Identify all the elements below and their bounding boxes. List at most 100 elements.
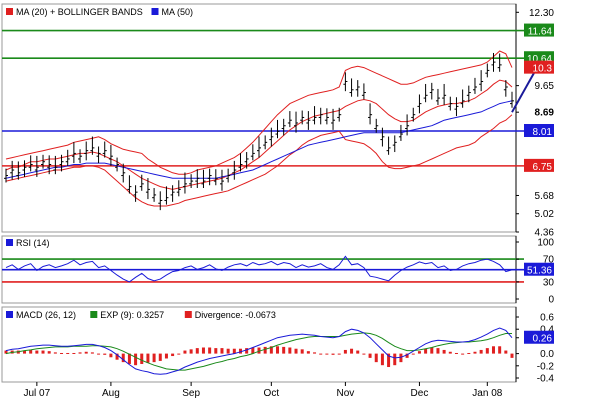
divergence-bar xyxy=(84,351,88,354)
y-tick-label: 5.02 xyxy=(535,209,555,220)
x-axis: Jul 07 Aug Sep Oct Nov Dec Jan 08 xyxy=(24,382,503,399)
y-tick-label: 0.4 xyxy=(540,325,554,336)
divergence-bar xyxy=(430,347,434,354)
divergence-bar xyxy=(479,349,483,354)
divergence-bar xyxy=(424,348,428,354)
divergence-bar xyxy=(60,352,64,354)
divergence-bar xyxy=(90,352,94,354)
divergence-bar xyxy=(393,353,397,366)
divergence-bar xyxy=(306,351,310,354)
divergence-bar xyxy=(417,351,421,354)
divergence-bar xyxy=(201,347,205,354)
signal-line xyxy=(5,332,512,371)
divergence-bar xyxy=(269,346,273,354)
divergence-bar xyxy=(485,348,489,354)
divergence-bar xyxy=(47,351,51,354)
divergence-bar xyxy=(510,353,514,358)
x-tick-label: Sep xyxy=(182,388,200,399)
legend-label: MA (50) xyxy=(162,7,194,17)
y-tick-label: 4.36 xyxy=(535,228,555,239)
divergence-bar xyxy=(300,349,304,354)
y-tick-label: 30 xyxy=(543,277,555,288)
divergence-bar xyxy=(319,353,323,355)
divergence-bar xyxy=(263,346,267,354)
divergence-bar xyxy=(337,353,341,355)
divergence-bar xyxy=(411,353,415,355)
divergence-bar xyxy=(448,351,452,354)
divergence-bar xyxy=(171,353,175,357)
divergence-bar xyxy=(498,346,502,354)
divergence-bar xyxy=(109,353,113,358)
divergence-bar xyxy=(189,349,193,354)
price-tag xyxy=(524,124,554,138)
divergence-bar xyxy=(294,348,298,354)
x-tick-label: Oct xyxy=(264,388,280,399)
divergence-bar xyxy=(72,352,76,354)
y-tick-label: 0.0 xyxy=(540,349,554,360)
divergence-bar xyxy=(208,347,212,354)
price-tag-label: 10.64 xyxy=(527,54,552,65)
divergence-bar xyxy=(350,348,354,354)
divergence-bar xyxy=(325,353,329,355)
divergence-bar xyxy=(140,353,144,364)
divergence-bar xyxy=(97,353,101,355)
divergence-bar xyxy=(405,353,409,358)
divergence-bar xyxy=(121,353,125,363)
y-tick-label: -0.2 xyxy=(537,361,555,372)
rsi-panel: 100 70 30 0 51.36 RSI (14) xyxy=(1,235,555,306)
legend-label: RSI (14) xyxy=(16,238,50,248)
divergence-bar xyxy=(23,350,27,354)
y-tick-label: 0 xyxy=(548,295,554,306)
x-tick-label: Dec xyxy=(411,388,429,399)
legend-label: MA (20) + BOLLINGER BANDS xyxy=(16,7,143,17)
divergence-bar xyxy=(467,352,471,354)
y-tick-label: 9.65 xyxy=(535,81,555,92)
divergence-bar xyxy=(214,348,218,354)
x-tick-label: Jul 07 xyxy=(24,388,51,399)
price-tag xyxy=(524,23,554,37)
divergence-bar xyxy=(177,353,181,355)
legend-label: EXP (9): 0.3257 xyxy=(100,310,164,320)
divergence-bar xyxy=(29,349,33,354)
divergence-bar xyxy=(127,353,131,364)
legend-swatch xyxy=(6,239,13,246)
divergence-bar xyxy=(232,348,236,354)
divergence-bar xyxy=(380,353,384,366)
x-tick-label: Nov xyxy=(336,388,354,399)
x-tick-label: Jan 08 xyxy=(472,388,502,399)
bollinger-lower-line xyxy=(5,114,513,207)
divergence-bar xyxy=(356,350,360,354)
divergence-bar xyxy=(436,348,440,354)
divergence-bar xyxy=(41,350,45,354)
y-tick-label: 0.6 xyxy=(540,313,554,324)
y-tick-label: 5.68 xyxy=(535,191,555,202)
price-plot-frame xyxy=(1,3,517,233)
divergence-bar xyxy=(220,348,224,354)
price-tag-label: 51.36 xyxy=(527,266,552,277)
divergence-bar xyxy=(368,353,372,358)
divergence-bar xyxy=(473,351,477,354)
divergence-bar xyxy=(288,347,292,354)
divergence-bar xyxy=(78,352,82,354)
legend-swatch xyxy=(90,311,98,318)
legend-swatch xyxy=(6,311,13,318)
divergence-bar xyxy=(362,353,366,355)
divergence-bar xyxy=(152,353,156,363)
price-tag xyxy=(524,60,554,74)
price-tag xyxy=(524,158,554,172)
ma50-line xyxy=(5,100,513,179)
divergence-bar xyxy=(491,346,495,354)
divergence-bar xyxy=(282,346,286,354)
divergence-bar xyxy=(115,353,119,360)
divergence-bar xyxy=(134,353,138,366)
divergence-bar xyxy=(158,353,162,361)
y-tick-label: 70 xyxy=(543,255,555,266)
divergence-bar xyxy=(251,347,255,354)
divergence-bar xyxy=(35,350,39,354)
price-tag xyxy=(524,262,554,276)
divergence-bar xyxy=(164,353,168,359)
price-tag xyxy=(524,330,554,344)
divergence-bar xyxy=(257,347,261,354)
